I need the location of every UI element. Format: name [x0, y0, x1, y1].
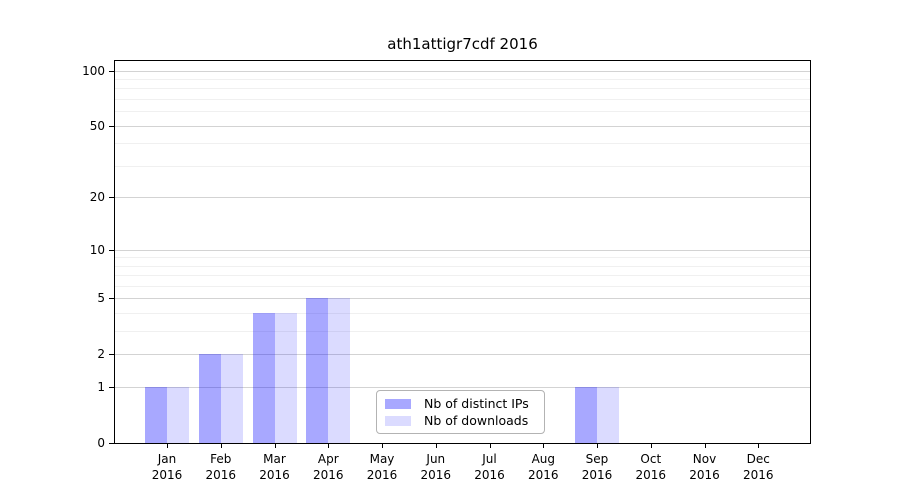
- x-tick-label-jun-2016: Jun 2016: [420, 452, 452, 482]
- x-tick-mar-2016: [274, 444, 276, 448]
- x-tick-sep-2016: [597, 444, 598, 448]
- bar-nb-of-downloads-sep-2016: [597, 387, 619, 443]
- bar-nb-of-distinct-ips-feb-2016: [198, 354, 221, 443]
- legend-swatch-downloads: [385, 415, 411, 426]
- y-tick-label-2: 2: [97, 347, 105, 362]
- bar-nb-of-distinct-ips-apr-2016: [306, 298, 329, 443]
- y-tick-5: [109, 298, 114, 300]
- y-tick-label-1: 1: [97, 380, 105, 395]
- x-tick-label-jul-2016: Jul 2016: [474, 452, 505, 482]
- bar-nb-of-downloads-feb-2016: [220, 354, 243, 443]
- y-tick-label-5: 5: [97, 291, 105, 306]
- gridline-minor-y6: [115, 285, 810, 287]
- y-tick-2: [109, 354, 114, 356]
- x-tick-label-dec-2016: Dec 2016: [743, 452, 774, 482]
- gridline-major-y10: [115, 249, 810, 251]
- x-tick-aug-2016: [543, 444, 545, 448]
- y-tick-20: [109, 197, 114, 199]
- gridline-minor-y90: [115, 78, 810, 80]
- y-tick-label-20: 20: [89, 190, 105, 205]
- x-tick-label-jan-2016: Jan 2016: [151, 452, 183, 482]
- gridline-minor-y30: [115, 165, 810, 167]
- legend: Nb of distinct IPs Nb of downloads: [376, 390, 545, 434]
- gridline-minor-y70: [115, 98, 810, 100]
- gridline-minor-y3: [115, 331, 810, 333]
- legend-row-distinct-ips: Nb of distinct IPs: [385, 396, 536, 411]
- x-tick-label-oct-2016: Oct 2016: [635, 452, 667, 482]
- gridline-major-y5: [115, 298, 810, 300]
- x-tick-label-aug-2016: Aug 2016: [528, 452, 559, 482]
- gridline-minor-y40: [115, 143, 810, 145]
- x-tick-apr-2016: [328, 444, 330, 448]
- x-tick-label-may-2016: May 2016: [366, 452, 398, 482]
- y-tick-1: [109, 387, 114, 389]
- x-tick-jan-2016: [167, 444, 168, 448]
- x-tick-nov-2016: [704, 444, 706, 448]
- legend-row-downloads: Nb of downloads: [385, 413, 536, 428]
- gridline-minor-y9: [115, 257, 810, 259]
- gridline-minor-y60: [115, 111, 810, 113]
- x-tick-oct-2016: [650, 444, 652, 448]
- bar-nb-of-downloads-apr-2016: [328, 298, 351, 443]
- legend-label-downloads: Nb of downloads: [424, 413, 529, 428]
- bar-nb-of-downloads-mar-2016: [274, 313, 297, 443]
- x-tick-label-feb-2016: Feb 2016: [205, 452, 237, 482]
- gridline-minor-y8: [115, 265, 810, 267]
- gridline-major-y1: [115, 387, 810, 389]
- gridline-minor-y4: [115, 313, 810, 315]
- x-tick-may-2016: [382, 444, 383, 448]
- y-tick-label-0: 0: [97, 436, 105, 450]
- x-tick-jun-2016: [435, 444, 437, 448]
- plot-area: [114, 60, 811, 444]
- legend-swatch-distinct-ips: [385, 398, 411, 409]
- bar-nb-of-distinct-ips-mar-2016: [252, 313, 275, 443]
- x-tick-feb-2016: [220, 444, 222, 448]
- y-tick-100: [109, 70, 114, 72]
- y-tick-label-10: 10: [89, 242, 105, 257]
- x-tick-label-apr-2016: Apr 2016: [313, 452, 344, 482]
- y-tick-label-50: 50: [89, 118, 105, 133]
- bar-nb-of-distinct-ips-jan-2016: [145, 387, 167, 443]
- gridline-minor-y80: [115, 88, 810, 90]
- legend-label-distinct-ips: Nb of distinct IPs: [424, 396, 529, 411]
- gridline-major-y20: [115, 197, 810, 199]
- y-tick-10: [109, 249, 114, 251]
- y-tick-50: [109, 125, 114, 127]
- gridline-major-y50: [115, 125, 810, 127]
- x-tick-label-sep-2016: Sep 2016: [581, 452, 613, 482]
- bar-nb-of-distinct-ips-sep-2016: [575, 387, 597, 443]
- gridline-minor-y7: [115, 275, 810, 277]
- gridline-major-y100: [115, 70, 810, 72]
- y-tick-0: [109, 443, 114, 444]
- gridline-major-y2: [115, 354, 810, 356]
- x-tick-jul-2016: [489, 444, 491, 448]
- x-tick-dec-2016: [758, 444, 760, 448]
- x-tick-label-mar-2016: Mar 2016: [259, 452, 290, 482]
- x-tick-label-nov-2016: Nov 2016: [689, 452, 720, 482]
- y-tick-label-100: 100: [82, 63, 105, 78]
- bar-nb-of-downloads-jan-2016: [167, 387, 189, 443]
- chart-title: ath1attigr7cdf 2016: [387, 35, 538, 53]
